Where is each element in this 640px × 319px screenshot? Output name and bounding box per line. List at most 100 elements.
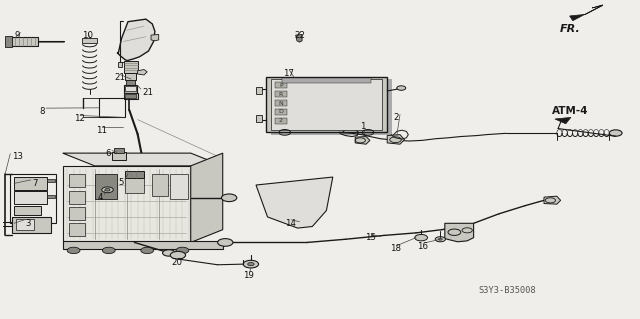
Bar [125,171,144,178]
Bar [69,174,85,187]
Text: 14: 14 [285,219,296,227]
Polygon shape [355,137,370,144]
Text: 13: 13 [12,152,22,161]
Polygon shape [256,115,262,122]
Text: 5: 5 [118,178,124,187]
Bar [14,206,41,215]
Text: 9: 9 [14,31,19,40]
Polygon shape [555,117,571,124]
Text: 1: 1 [360,122,365,131]
Circle shape [415,234,428,241]
Bar [125,94,136,98]
Bar [125,174,144,193]
Circle shape [248,263,254,266]
Bar [16,219,34,230]
Text: P: P [279,83,283,88]
Text: 16: 16 [417,242,428,251]
Text: 7: 7 [32,179,38,188]
Text: 21: 21 [142,88,153,97]
Polygon shape [191,153,223,242]
Circle shape [397,86,406,90]
Bar [152,174,168,196]
Text: 18: 18 [390,244,401,253]
Bar [8,37,38,46]
Circle shape [176,247,189,254]
Polygon shape [445,223,474,242]
Polygon shape [117,19,155,61]
Bar [5,36,12,47]
Text: 6: 6 [106,149,111,158]
Polygon shape [296,34,302,42]
Polygon shape [271,79,392,135]
Polygon shape [63,166,191,242]
Bar [275,109,287,115]
Text: 12: 12 [74,114,84,123]
Text: S3Y3-B35008: S3Y3-B35008 [479,286,536,294]
Polygon shape [387,135,404,144]
Bar [14,191,47,204]
Text: 15: 15 [365,233,376,242]
Bar [69,207,85,220]
Bar [124,61,138,73]
Bar [99,98,125,117]
Text: 21: 21 [114,73,125,82]
Text: 22: 22 [294,31,305,40]
Polygon shape [151,34,159,41]
Bar [114,148,124,153]
Bar [275,118,287,124]
Bar [47,195,55,198]
Text: R: R [279,92,283,97]
Circle shape [102,187,113,193]
Circle shape [221,194,237,202]
Text: 10: 10 [82,31,93,40]
Bar [14,177,47,190]
Bar [47,179,55,182]
Text: 8: 8 [40,107,45,116]
Circle shape [163,250,175,256]
Text: ATM-4: ATM-4 [552,106,588,116]
Bar [95,174,117,199]
Circle shape [218,239,233,246]
Text: N: N [278,100,284,106]
Bar [275,91,287,97]
Circle shape [435,237,445,242]
Circle shape [141,247,154,254]
Polygon shape [256,87,262,94]
Polygon shape [138,70,147,75]
Bar [82,38,97,43]
Bar [63,241,223,249]
Polygon shape [266,77,387,132]
Circle shape [438,238,442,240]
Circle shape [67,247,80,254]
Bar [124,93,138,99]
Text: D: D [278,109,284,115]
Bar [125,86,136,91]
Bar [275,82,287,88]
Polygon shape [271,79,382,130]
Bar [282,78,371,83]
Circle shape [243,260,259,268]
Polygon shape [256,177,333,228]
Circle shape [102,247,115,254]
Polygon shape [544,196,561,204]
Polygon shape [570,5,603,21]
Text: 3: 3 [26,219,31,227]
Polygon shape [63,153,223,166]
Text: 19: 19 [243,271,254,280]
Circle shape [170,251,186,259]
Bar [10,174,56,223]
Text: 20: 20 [172,258,182,267]
Polygon shape [118,62,122,67]
Text: 17: 17 [283,69,294,78]
Text: 11: 11 [96,126,107,135]
Bar [124,85,137,93]
Bar [170,174,188,199]
Text: 2: 2 [394,113,399,122]
Bar [69,191,85,204]
Text: 4: 4 [97,193,103,202]
Bar [12,217,51,233]
Bar [275,100,287,106]
Circle shape [105,189,110,191]
Bar [126,80,135,85]
Text: FR.: FR. [560,24,580,34]
